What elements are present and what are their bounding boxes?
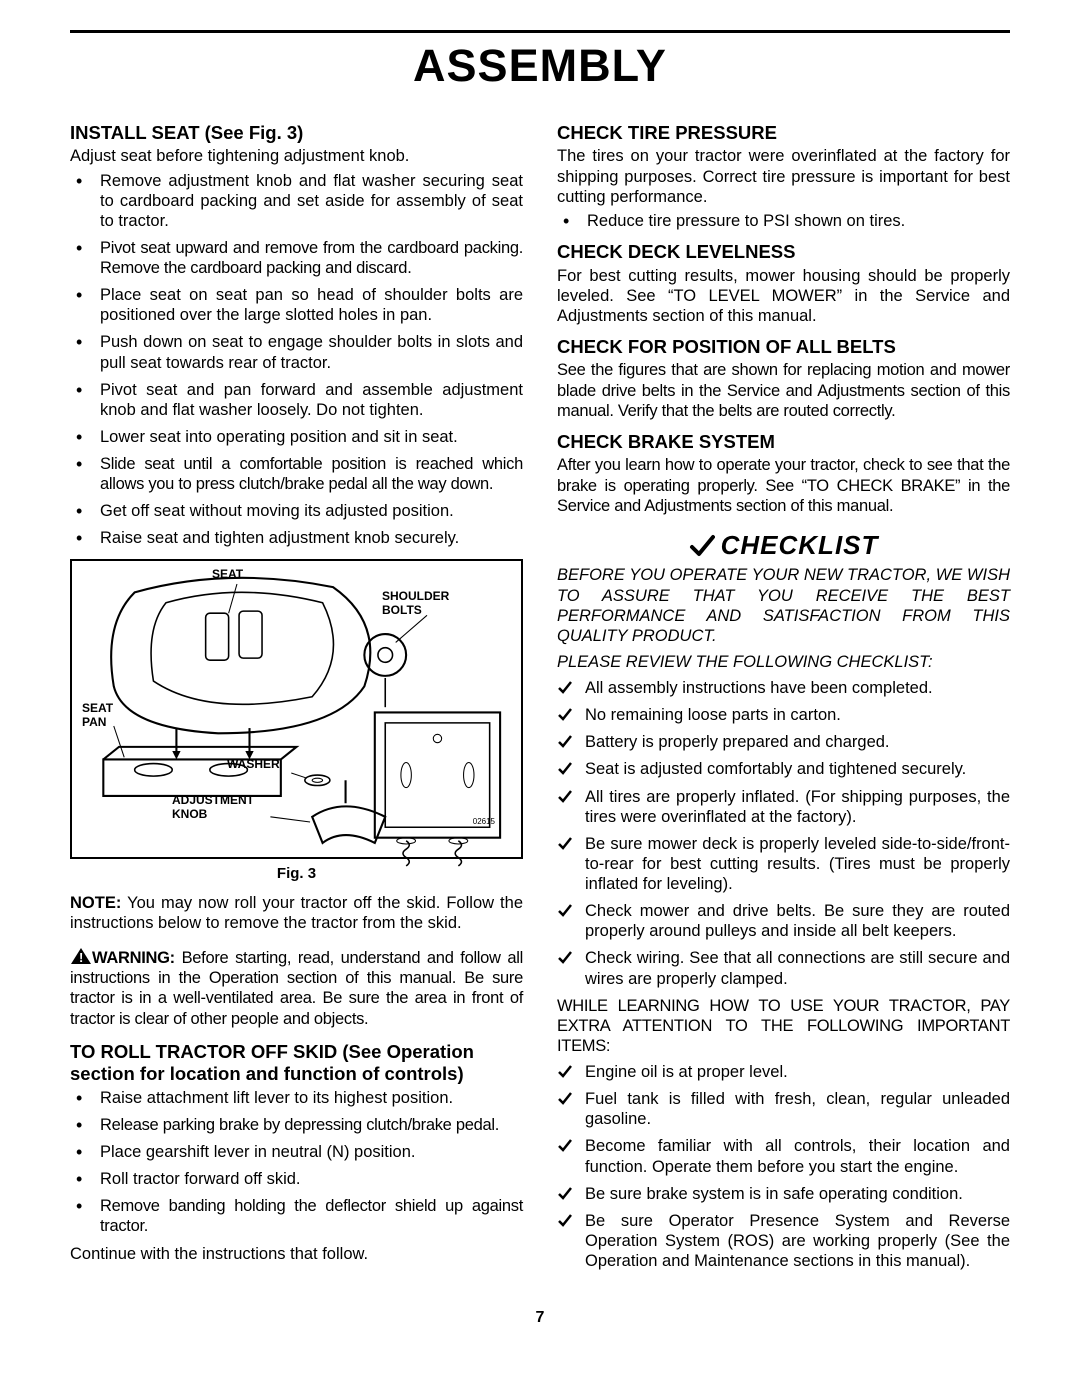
- fig-label-seat: SEAT: [212, 567, 243, 582]
- warning-icon: !: [70, 947, 92, 965]
- check-icon: [557, 733, 573, 749]
- check-item: Be sure brake system is in safe operatin…: [557, 1184, 1010, 1204]
- deck-heading: CHECK DECK LEVELNESS: [557, 241, 1010, 264]
- check-text: Battery is properly prepared and charged…: [585, 733, 890, 751]
- check-icon: [557, 1212, 573, 1228]
- check-item: Engine oil is at proper level.: [557, 1062, 1010, 1082]
- belts-heading: CHECK FOR POSITION OF ALL BELTS: [557, 336, 1010, 359]
- check-icon: [557, 949, 573, 965]
- fig-label-washer: WASHER: [227, 757, 280, 772]
- list-item: Raise seat and tighten adjustment knob s…: [70, 528, 523, 548]
- check-item: Battery is properly prepared and charged…: [557, 732, 1010, 752]
- roll-tractor-heading: TO ROLL TRACTOR OFF SKID (See Operation …: [70, 1041, 523, 1086]
- check-text: Engine oil is at proper level.: [585, 1063, 788, 1081]
- deck-body: For best cutting results, mower housing …: [557, 266, 1010, 326]
- list-item: Pivot seat upward and remove from the ca…: [70, 238, 523, 278]
- page-number: 7: [70, 1308, 1010, 1328]
- check-item: Be sure Operator Presence System and Rev…: [557, 1211, 1010, 1271]
- check-icon: [557, 1090, 573, 1106]
- check-item: Fuel tank is filled with fresh, clean, r…: [557, 1089, 1010, 1129]
- brake-body: After you learn how to operate your trac…: [557, 455, 1010, 515]
- check-text: Be sure mower deck is properly leveled s…: [585, 835, 1010, 893]
- checklist-intro2: PLEASE REVIEW THE FOLLOWING CHECKLIST:: [557, 652, 1010, 672]
- check-text: Be sure brake system is in safe operatin…: [585, 1185, 963, 1203]
- checklist-mid: WHILE LEARNING HOW TO USE YOUR TRACTOR, …: [557, 996, 1010, 1056]
- belts-body: See the figures that are shown for repla…: [557, 360, 1010, 420]
- roll-tractor-list: Raise attachment lift lever to its highe…: [70, 1088, 523, 1237]
- checkmark-icon: [689, 533, 715, 559]
- check-icon: [557, 1137, 573, 1153]
- tire-body: The tires on your tractor were overinfla…: [557, 146, 1010, 206]
- check-text: No remaining loose parts in carton.: [585, 706, 841, 724]
- checklist-1: All assembly instructions have been comp…: [557, 678, 1010, 989]
- install-seat-heading: INSTALL SEAT (See Fig. 3): [70, 122, 523, 145]
- list-item: Place seat on seat pan so head of should…: [70, 285, 523, 325]
- check-item: Be sure mower deck is properly leveled s…: [557, 834, 1010, 894]
- checklist-intro1: BEFORE YOU OPERATE YOUR NEW TRACTOR, WE …: [557, 565, 1010, 646]
- checklist-2: Engine oil is at proper level. Fuel tank…: [557, 1062, 1010, 1271]
- figure-3-box: SEAT SHOULDER BOLTS SEAT PAN WASHER ADJU…: [70, 559, 523, 859]
- list-item: Push down on seat to engage shoulder bol…: [70, 332, 523, 372]
- list-item: Raise attachment lift lever to its highe…: [70, 1088, 523, 1108]
- check-item: Become familiar with all controls, their…: [557, 1136, 1010, 1176]
- list-item: Pivot seat and pan forward and assemble …: [70, 380, 523, 420]
- check-icon: [557, 679, 573, 695]
- list-item: Release parking brake by depressing clut…: [70, 1115, 523, 1135]
- right-column: CHECK TIRE PRESSURE The tires on your tr…: [557, 112, 1010, 1278]
- list-item: Place gearshift lever in neutral (N) pos…: [70, 1142, 523, 1162]
- list-item: Remove adjustment knob and flat washer s…: [70, 171, 523, 231]
- note-text: NOTE: You may now roll your tractor off …: [70, 893, 523, 933]
- fig-label-shoulder-bolts: SHOULDER BOLTS: [382, 589, 462, 618]
- checklist-title: CHECKLIST: [721, 530, 879, 562]
- list-item: Remove banding holding the deflector shi…: [70, 1196, 523, 1236]
- check-text: Become familiar with all controls, their…: [585, 1137, 1010, 1175]
- left-column: INSTALL SEAT (See Fig. 3) Adjust seat be…: [70, 112, 523, 1278]
- check-icon: [557, 902, 573, 918]
- two-column-layout: INSTALL SEAT (See Fig. 3) Adjust seat be…: [70, 112, 1010, 1278]
- check-text: Check mower and drive belts. Be sure the…: [585, 902, 1010, 940]
- svg-text:!: !: [79, 950, 83, 965]
- list-item: Get off seat without moving its adjusted…: [70, 501, 523, 521]
- check-item: No remaining loose parts in carton.: [557, 705, 1010, 725]
- check-text: Check wiring. See that all connections a…: [585, 949, 1010, 987]
- page-title: ASSEMBLY: [70, 39, 1010, 94]
- list-item: Lower seat into operating position and s…: [70, 427, 523, 447]
- checklist-header: CHECKLIST: [557, 530, 1010, 562]
- list-item: Reduce tire pressure to PSI shown on tir…: [557, 211, 1010, 231]
- check-icon: [557, 788, 573, 804]
- check-item: Check mower and drive belts. Be sure the…: [557, 901, 1010, 941]
- check-text: Seat is adjusted comfortably and tighten…: [585, 760, 966, 778]
- fig-label-seat-pan: SEAT PAN: [82, 701, 122, 730]
- check-item: All assembly instructions have been comp…: [557, 678, 1010, 698]
- tire-list: Reduce tire pressure to PSI shown on tir…: [557, 211, 1010, 231]
- check-text: All tires are properly inflated. (For sh…: [585, 788, 1010, 826]
- fig-label-adj-knob: ADJUSTMENT KNOB: [172, 793, 272, 822]
- roll-tractor-outro: Continue with the instructions that foll…: [70, 1244, 523, 1264]
- brake-heading: CHECK BRAKE SYSTEM: [557, 431, 1010, 454]
- check-icon: [557, 1185, 573, 1201]
- install-seat-intro: Adjust seat before tightening adjustment…: [70, 146, 523, 166]
- install-seat-list: Remove adjustment knob and flat washer s…: [70, 171, 523, 549]
- check-text: Fuel tank is filled with fresh, clean, r…: [585, 1090, 1010, 1128]
- note-body: You may now roll your tractor off the sk…: [70, 894, 523, 932]
- check-icon: [557, 1063, 573, 1079]
- warning-block: !WARNING: Before starting, read, underst…: [70, 947, 523, 1029]
- list-item: Roll tractor forward off skid.: [70, 1169, 523, 1189]
- top-rule: [70, 30, 1010, 33]
- list-item: Slide seat until a comfortable position …: [70, 454, 523, 494]
- check-item: Check wiring. See that all connections a…: [557, 948, 1010, 988]
- check-text: Be sure Operator Presence System and Rev…: [585, 1212, 1010, 1270]
- fig-part-no: 02615: [473, 817, 495, 827]
- check-icon: [557, 706, 573, 722]
- check-icon: [557, 760, 573, 776]
- check-item: All tires are properly inflated. (For sh…: [557, 787, 1010, 827]
- tire-heading: CHECK TIRE PRESSURE: [557, 122, 1010, 145]
- check-item: Seat is adjusted comfortably and tighten…: [557, 759, 1010, 779]
- check-text: All assembly instructions have been comp…: [585, 679, 933, 697]
- check-icon: [557, 835, 573, 851]
